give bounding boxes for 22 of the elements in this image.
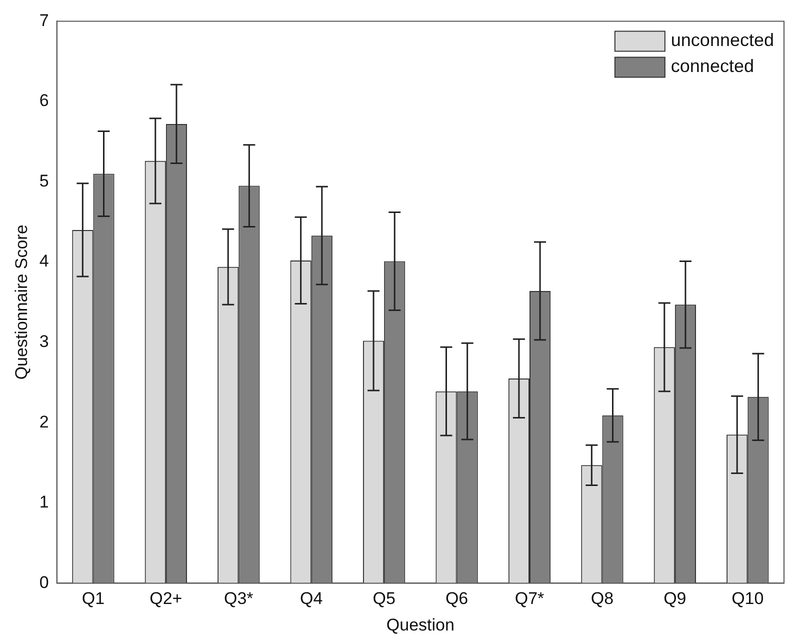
y-tick-label: 3	[39, 332, 49, 352]
x-tick-label: Q2+	[150, 589, 182, 608]
x-tick-label: Q5	[372, 589, 396, 608]
y-tick-label: 6	[39, 91, 49, 110]
x-tick-label: Q3*	[224, 589, 254, 608]
y-tick-label: 7	[39, 10, 49, 30]
legend-label: connected	[670, 56, 754, 76]
x-tick-label: Q7*	[514, 589, 545, 608]
legend-label: unconnected	[670, 30, 774, 50]
x-axis-title: Question	[386, 615, 454, 634]
x-tick-label: Q9	[664, 589, 686, 608]
x-tick-label: Q8	[590, 589, 614, 608]
x-tick-label: Q6	[445, 589, 468, 608]
x-tick-label: Q1	[82, 589, 105, 608]
y-tick-label: 1	[39, 492, 49, 512]
y-axis-title: Questionnaire Score	[12, 224, 31, 380]
y-tick-label: 0	[39, 572, 49, 592]
y-tick-label: 4	[39, 252, 49, 271]
y-tick-label: 2	[39, 412, 49, 432]
y-tick-label: 5	[39, 171, 49, 190]
x-tick-label: Q4	[300, 589, 323, 608]
x-tick-label: Q10	[732, 589, 764, 608]
